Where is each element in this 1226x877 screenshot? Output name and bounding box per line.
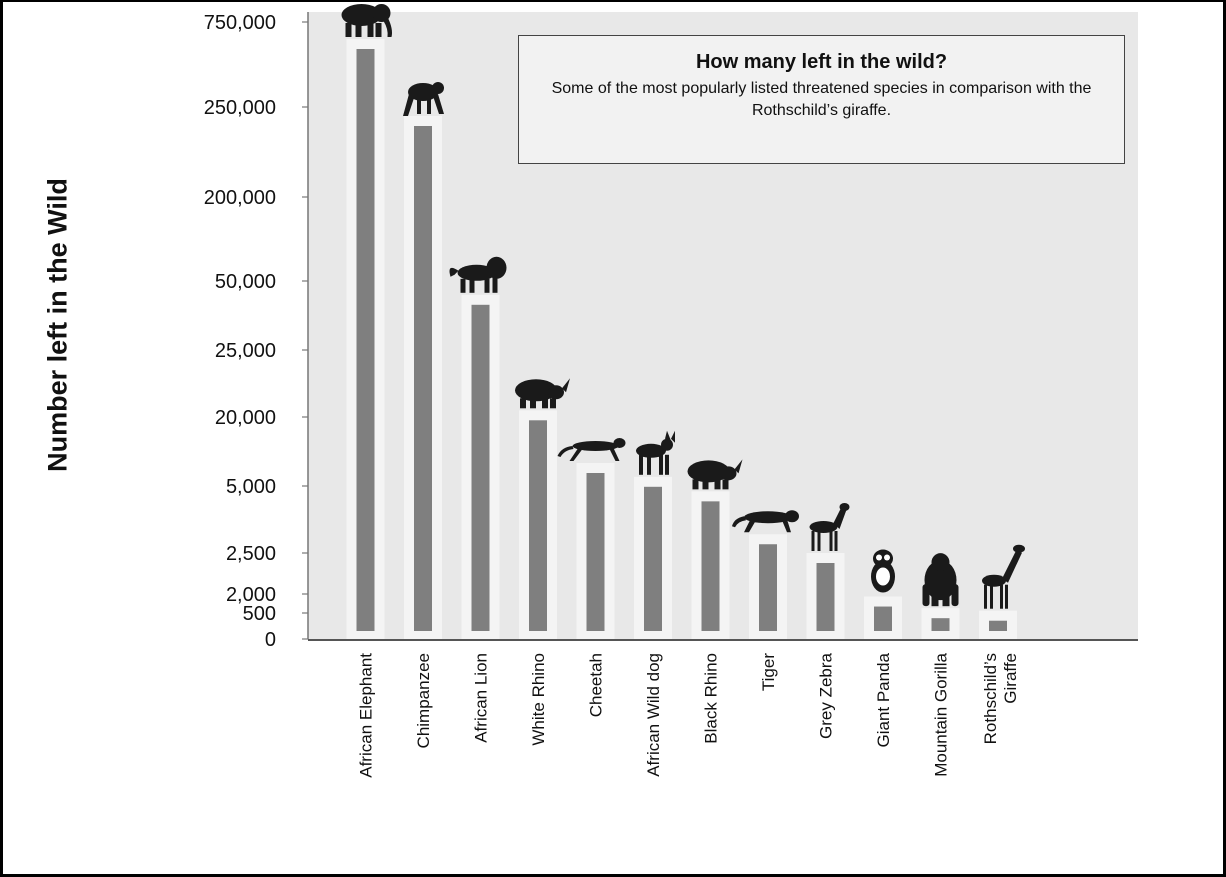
y-tick-label: 5,000: [226, 476, 276, 498]
bar: [404, 116, 442, 639]
bar-fill: [529, 420, 547, 631]
bar-fill: [414, 126, 432, 631]
bar-fill: [759, 544, 777, 631]
x-tick-label: Chimpanzee: [414, 653, 433, 748]
elephant-icon: [341, 4, 392, 37]
bar-fill: [931, 618, 950, 631]
giraffe-icon: [982, 544, 1025, 609]
bar: [461, 294, 500, 639]
bar: [519, 410, 557, 639]
y-tick-label: 200,000: [204, 187, 276, 209]
bar: [979, 610, 1017, 639]
lion-icon: [449, 256, 507, 293]
y-tick-label: 2,000: [226, 584, 276, 606]
y-axis-label: Number left in the Wild: [42, 178, 73, 472]
tiger-icon: [732, 510, 799, 533]
y-tick-label: 25,000: [215, 340, 276, 362]
y-tick-label: 750,000: [204, 12, 276, 34]
bar-fill: [644, 486, 662, 631]
chart-title: How many left in the wild?: [695, 51, 948, 73]
gorilla-icon: [922, 553, 959, 607]
x-tick-label: Giant Panda: [874, 652, 893, 747]
x-tick-label: African Wild dog: [644, 653, 663, 777]
bar-fill: [989, 620, 1007, 631]
y-tick-label: 20,000: [215, 407, 276, 429]
x-tick-label: Rothschild’sGiraffe: [981, 653, 1020, 744]
bar: [921, 608, 960, 639]
wild-dog-icon: [636, 430, 675, 475]
bar: [634, 476, 672, 639]
x-tick-label: African Elephant: [357, 653, 376, 778]
chimpanzee-icon: [403, 82, 444, 116]
y-tick-label: 250,000: [204, 97, 276, 119]
bar-fill: [586, 473, 605, 631]
y-tick-label: 500: [243, 603, 276, 625]
rhino-icon: [687, 459, 743, 490]
x-tick-label: Cheetah: [587, 653, 606, 717]
bar: [864, 596, 902, 639]
bar-fill: [874, 606, 892, 631]
bar: [346, 39, 385, 639]
bar: [806, 553, 845, 639]
chart-subtitle: Some of the most popularly listed threat…: [551, 80, 1092, 119]
x-tick-label: Tiger: [759, 653, 778, 691]
bar: [691, 491, 730, 639]
x-tick-label: White Rhino: [529, 653, 548, 746]
x-tick-label: Grey Zebra: [817, 652, 836, 739]
y-tick-label: 2,500: [226, 543, 276, 565]
bar: [749, 534, 787, 639]
y-tick-label: 50,000: [215, 271, 276, 293]
bar-fill: [816, 563, 835, 631]
y-tick-label: 0: [265, 629, 276, 651]
cheetah-icon: [557, 438, 626, 461]
bar-fill: [356, 49, 375, 631]
panda-icon: [871, 549, 895, 593]
bar: [576, 463, 615, 639]
bar-fill: [701, 501, 720, 631]
chart-title-box: How many left in the wild? Some of the m…: [518, 35, 1125, 164]
rhino-icon: [515, 378, 570, 409]
x-tick-label: Black Rhino: [702, 653, 721, 744]
bar-fill: [471, 304, 490, 631]
x-tick-label: African Lion: [472, 653, 491, 743]
x-tick-label: Mountain Gorilla: [932, 652, 951, 776]
zebra-icon: [809, 503, 850, 551]
